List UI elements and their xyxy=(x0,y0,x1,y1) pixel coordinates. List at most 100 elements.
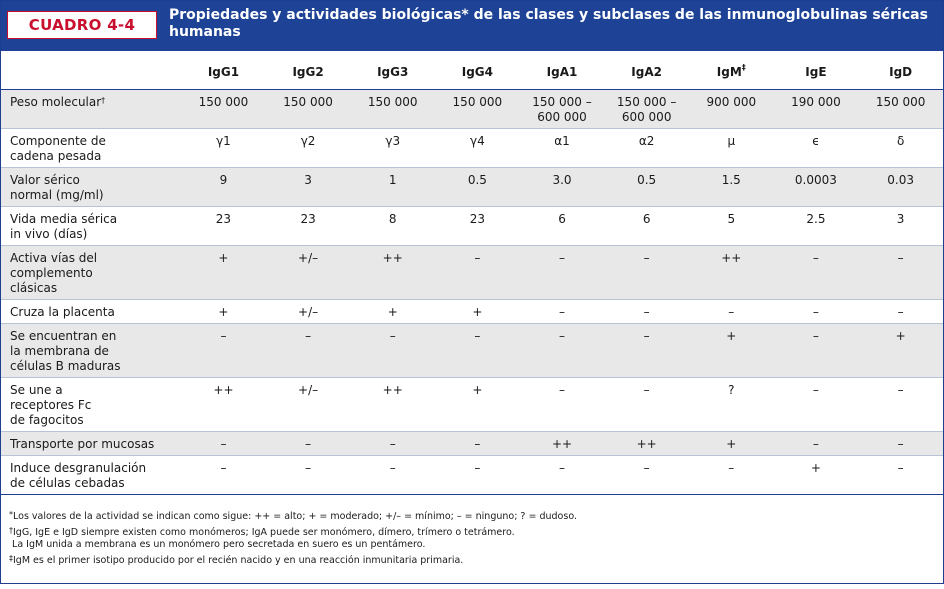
value-cell: – xyxy=(181,455,266,495)
column-header-label: IgG1 xyxy=(207,65,240,80)
value-cell: – xyxy=(519,455,605,495)
value-cell: – xyxy=(435,431,520,456)
value-cell: – xyxy=(773,299,859,324)
value-cell: – xyxy=(350,431,436,456)
footnote-text: IgG, IgE e IgD siempre existen como monó… xyxy=(12,526,515,551)
value-cell: 23 xyxy=(435,206,520,246)
value-cell: – xyxy=(435,323,520,378)
corner-header-cell xyxy=(1,56,182,90)
value-cell: 150 000 xyxy=(265,89,351,129)
value-cell: – xyxy=(519,323,605,378)
footnote-text: IgM es el primer isotipo producido por e… xyxy=(13,554,464,566)
column-header-row: IgG1 IgG2 IgG3 IgG4 IgA1 IgA2 IgM‡ IgE IgD xyxy=(1,56,943,90)
value-cell: ++ xyxy=(181,377,266,432)
value-cell: ++ xyxy=(350,245,436,300)
value-cell: 0.03 xyxy=(858,167,943,207)
table-row: Se encuentran en la membrana de células … xyxy=(1,323,943,378)
value-cell: – xyxy=(604,455,689,495)
column-header-label: IgG2 xyxy=(292,65,324,80)
value-cell: δ xyxy=(858,128,943,168)
column-header-label: IgA2 xyxy=(631,65,662,80)
row-label: Componente de cadena pesada xyxy=(10,133,106,163)
row-label-cell: Cruza la placenta xyxy=(1,299,182,324)
value-cell: – xyxy=(181,431,266,456)
table-row: Cruza la placenta + +/– + + – – – – – xyxy=(1,299,943,324)
value-cell: 0.0003 xyxy=(773,167,859,207)
value-cell: + xyxy=(181,245,266,300)
row-label: Transporte por mucosas xyxy=(10,436,155,451)
value-cell: 1.5 xyxy=(688,167,774,207)
value-cell: – xyxy=(773,245,859,300)
value-cell: 900 000 xyxy=(688,89,774,129)
table-title: Propiedades y actividades biológicas* de… xyxy=(169,7,928,40)
column-header-label: IgE xyxy=(805,65,827,80)
value-cell: 9 xyxy=(181,167,266,207)
value-cell: α1 xyxy=(519,128,605,168)
value-cell: + xyxy=(435,299,520,324)
value-cell: – xyxy=(858,377,943,432)
value-cell: +/– xyxy=(265,299,351,324)
value-cell: 150 000 xyxy=(858,89,943,129)
row-label: Vida media sérica in vivo (días) xyxy=(10,211,118,241)
column-header-label: IgM xyxy=(716,65,742,80)
value-cell: 190 000 xyxy=(773,89,859,129)
footnote-mark: ‡ xyxy=(9,553,13,563)
value-cell: – xyxy=(265,323,351,378)
row-label-footnote-mark: † xyxy=(101,95,106,105)
value-cell: 3 xyxy=(265,167,351,207)
table-number-badge: CUADRO 4-4 xyxy=(7,11,157,39)
value-cell: – xyxy=(519,245,605,300)
row-label-cell: Activa vías del complemento clásicas xyxy=(1,245,182,300)
value-cell: 0.5 xyxy=(435,167,520,207)
value-cell: – xyxy=(350,323,436,378)
footnote-mark: * xyxy=(9,510,13,519)
footnotes: *Los valores de la actividad se indican … xyxy=(9,510,929,568)
value-cell: ++ xyxy=(519,431,605,456)
footnote: ‡IgM es el primer isotipo producido por … xyxy=(9,553,929,568)
footnote: *Los valores de la actividad se indican … xyxy=(9,510,929,524)
column-header-ige: IgE xyxy=(773,56,859,90)
value-cell: + xyxy=(350,299,436,324)
column-header-igg2: IgG2 xyxy=(265,56,351,90)
row-label-cell: Valor sérico normal (mg/ml) xyxy=(1,167,182,207)
value-cell: ++ xyxy=(350,377,436,432)
table-header-bar: CUADRO 4-4 Propiedades y actividades bio… xyxy=(1,1,943,51)
value-cell: – xyxy=(858,299,943,324)
row-label-cell: Vida media sérica in vivo (días) xyxy=(1,206,182,246)
table-row: Vida media sérica in vivo (días) 23 23 8 23 6… xyxy=(1,206,943,246)
value-cell: – xyxy=(604,299,689,324)
value-cell: + xyxy=(773,455,859,495)
row-label: Induce desgranulación de células cebadas xyxy=(10,460,147,490)
row-label: Se encuentran en la membrana de células … xyxy=(10,328,121,373)
column-header-iga1: IgA1 xyxy=(519,56,605,90)
value-cell: – xyxy=(265,455,351,495)
value-cell: 2.5 xyxy=(773,206,859,246)
value-cell: – xyxy=(604,245,689,300)
value-cell: 150 000 xyxy=(350,89,436,129)
value-cell: 150 000 xyxy=(435,89,520,129)
value-cell: 3 xyxy=(858,206,943,246)
value-cell: γ4 xyxy=(435,128,520,168)
table-row: Componente de cadena pesada γ1 γ2 γ3 γ4 α1 α2 μ… xyxy=(1,128,943,168)
value-cell: α2 xyxy=(604,128,689,168)
row-label-cell: Peso molecular† xyxy=(1,89,182,129)
value-cell: 6 xyxy=(604,206,689,246)
row-label-cell: Componente de cadena pesada xyxy=(1,128,182,168)
value-cell: – xyxy=(265,431,351,456)
column-header-igm: IgM‡ xyxy=(688,56,774,90)
value-cell: + xyxy=(688,323,774,378)
value-cell: 150 000 – 600 000 xyxy=(604,89,689,129)
value-cell: ? xyxy=(688,377,774,432)
column-header-igd: IgD xyxy=(858,56,943,90)
row-label-cell: Transporte por mucosas xyxy=(1,431,182,456)
row-label-cell: Se encuentran en la membrana de células … xyxy=(1,323,182,378)
column-header-label: IgG4 xyxy=(461,65,493,80)
value-cell: 23 xyxy=(265,206,351,246)
row-label: Se une a receptores Fc de fagocitos xyxy=(10,382,92,427)
row-label-cell: Se une a receptores Fc de fagocitos xyxy=(1,377,182,432)
value-cell: – xyxy=(519,377,605,432)
table-row: Valor sérico normal (mg/ml) 9 3 1 0.5 3.0 0.5 1… xyxy=(1,167,943,207)
value-cell: – xyxy=(519,299,605,324)
value-cell: γ3 xyxy=(350,128,436,168)
